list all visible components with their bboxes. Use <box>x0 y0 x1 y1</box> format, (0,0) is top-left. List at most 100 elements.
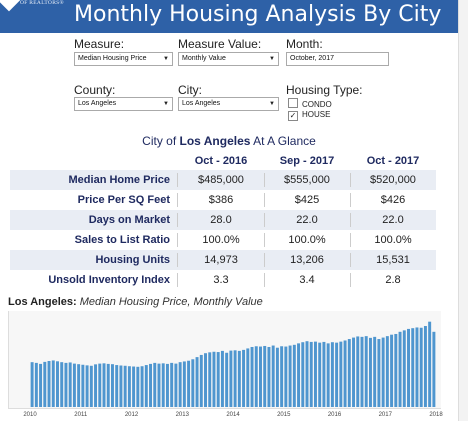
chart-bar[interactable] <box>174 363 178 407</box>
chart-bar[interactable] <box>259 346 262 407</box>
chart-bar[interactable] <box>123 365 127 407</box>
chart-bar[interactable] <box>208 352 212 407</box>
chart-bar[interactable] <box>110 364 114 407</box>
chart-bar[interactable] <box>356 336 360 407</box>
chart-bar[interactable] <box>220 350 224 407</box>
chart-bar[interactable] <box>94 364 98 407</box>
checkbox-condo[interactable] <box>288 98 298 108</box>
chart-bar[interactable] <box>195 357 199 407</box>
chart-bar[interactable] <box>60 362 64 407</box>
chart-bar[interactable] <box>415 327 419 407</box>
chart-bar[interactable] <box>178 362 182 407</box>
chart-bar[interactable] <box>68 362 72 407</box>
chart-bar[interactable] <box>394 333 398 407</box>
chart-bar[interactable] <box>115 365 119 407</box>
chart-bar[interactable] <box>119 365 123 408</box>
chart-bar[interactable] <box>106 363 110 407</box>
checkbox-house[interactable]: ✓ <box>288 111 298 121</box>
chart-bar[interactable] <box>432 331 436 407</box>
city-select[interactable]: Los Angeles ▼ <box>178 97 279 111</box>
chart-bar[interactable] <box>301 342 305 407</box>
measure-value-select[interactable]: Monthly Value ▼ <box>178 52 279 66</box>
chart-bar[interactable] <box>402 330 406 407</box>
chart-bar[interactable] <box>288 345 292 407</box>
chart-bar[interactable] <box>360 336 364 407</box>
chart-bar[interactable] <box>191 359 195 407</box>
chart-bar[interactable] <box>237 350 241 407</box>
chart-bar[interactable] <box>72 363 76 407</box>
chart-bar[interactable] <box>419 327 423 407</box>
chart-bar[interactable] <box>170 362 174 407</box>
measure-select[interactable]: Median Housing Price ▼ <box>74 52 173 66</box>
chart-bar[interactable] <box>254 346 258 407</box>
chart-bar[interactable] <box>411 328 415 407</box>
chart-bar[interactable] <box>212 351 216 407</box>
chart-bar[interactable] <box>81 364 85 407</box>
chart-bar[interactable] <box>89 365 93 407</box>
chart-bar[interactable] <box>39 363 43 407</box>
housing-type-house[interactable]: ✓ HOUSE <box>288 110 330 121</box>
chart-bar[interactable] <box>335 342 339 407</box>
chart-bar[interactable] <box>233 350 237 407</box>
chart-bar[interactable] <box>377 339 381 407</box>
chart-bar[interactable] <box>292 344 296 407</box>
chart-bar[interactable] <box>352 337 356 407</box>
chart-bar[interactable] <box>225 352 229 407</box>
chart-bar[interactable] <box>187 360 191 407</box>
chart-bar[interactable] <box>182 361 186 407</box>
chart-bar[interactable] <box>364 336 368 407</box>
chart-bar[interactable] <box>326 343 330 407</box>
chart-bar[interactable] <box>347 339 351 407</box>
chart-bar[interactable] <box>165 363 169 407</box>
chart-bar[interactable] <box>284 346 288 407</box>
chart-bar[interactable] <box>423 326 427 407</box>
chart-bar[interactable] <box>407 328 410 407</box>
chart-bar[interactable] <box>216 352 220 407</box>
chart-bar[interactable] <box>385 336 389 407</box>
chart-bar[interactable] <box>398 331 402 407</box>
chart-bar[interactable] <box>275 347 279 407</box>
chart-bar[interactable] <box>157 363 161 407</box>
chart-bar[interactable] <box>85 365 89 407</box>
chart-bar[interactable] <box>373 336 377 407</box>
chart-bar[interactable] <box>309 341 313 407</box>
chart-bar[interactable] <box>204 353 207 407</box>
month-field[interactable]: October, 2017 <box>286 52 389 66</box>
chart-bar[interactable] <box>242 349 246 407</box>
chart-bar[interactable] <box>56 361 59 407</box>
chart-bar[interactable] <box>280 346 284 407</box>
chart-bar[interactable] <box>263 345 267 407</box>
chart-bar[interactable] <box>343 340 347 407</box>
chart-bar[interactable] <box>313 341 317 407</box>
chart-bar[interactable] <box>51 360 55 407</box>
housing-type-condo[interactable]: CONDO <box>288 98 332 109</box>
chart-bar[interactable] <box>161 363 165 407</box>
chart-bar[interactable] <box>250 346 254 407</box>
chart-bar[interactable] <box>34 362 38 407</box>
chart-bar[interactable] <box>199 354 203 407</box>
chart-bar[interactable] <box>64 362 68 407</box>
chart-bar[interactable] <box>322 341 326 407</box>
chart-bar[interactable] <box>136 366 140 407</box>
chart-bar[interactable] <box>102 363 106 407</box>
chart-bar[interactable] <box>428 321 432 407</box>
chart-bar[interactable] <box>330 342 334 407</box>
chart-bar[interactable] <box>339 341 343 407</box>
chart-bar[interactable] <box>98 363 102 407</box>
chart-bar[interactable] <box>267 346 271 407</box>
chart-bar[interactable] <box>140 366 144 407</box>
chart-bar[interactable] <box>246 348 250 407</box>
chart-bar[interactable] <box>297 343 301 407</box>
scrollbar[interactable] <box>458 0 468 421</box>
chart-bar[interactable] <box>149 363 153 407</box>
chart-bar[interactable] <box>30 362 34 407</box>
chart-bar[interactable] <box>368 337 372 407</box>
chart-bar[interactable] <box>127 366 131 407</box>
chart-bar[interactable] <box>144 365 148 407</box>
chart-bar[interactable] <box>43 361 47 407</box>
chart-bar[interactable] <box>390 334 394 407</box>
chart-bar[interactable] <box>132 366 136 407</box>
chart-bar[interactable] <box>318 342 322 407</box>
chart-bar[interactable] <box>47 361 51 407</box>
chart-bar[interactable] <box>271 345 275 407</box>
